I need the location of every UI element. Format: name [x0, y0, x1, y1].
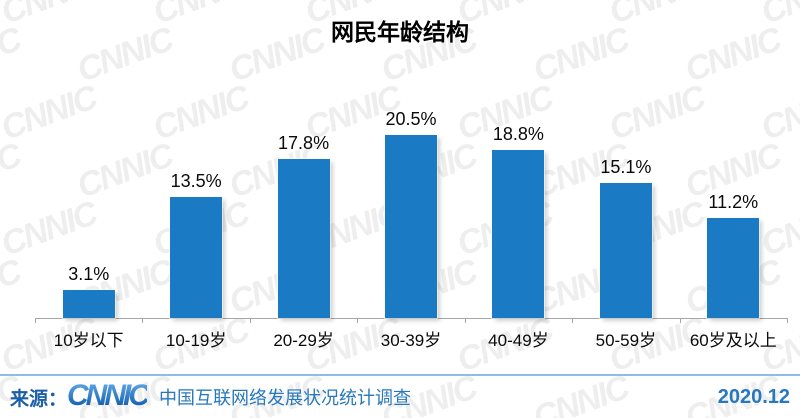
- bar-value-label: 17.8%: [278, 133, 330, 153]
- source-label: 来源：: [10, 388, 68, 410]
- x-axis-tick: [249, 318, 251, 323]
- x-axis-tick: [464, 318, 466, 323]
- x-axis-tick: [142, 318, 144, 323]
- x-axis-tick: [679, 318, 681, 323]
- bar-slot: 20.5%: [357, 0, 464, 318]
- category-label: 40-49岁: [488, 331, 549, 350]
- bar-value-label: 15.1%: [600, 157, 652, 177]
- x-axis-tick: [357, 318, 359, 323]
- x-axis-tick: [572, 318, 574, 323]
- x-axis-tick: [787, 318, 788, 323]
- x-axis-tick: [35, 318, 36, 323]
- category-label: 20-29岁: [273, 331, 334, 350]
- bar-slot: 17.8%: [250, 0, 357, 318]
- survey-name: 中国互联网络发展状况统计调查: [159, 388, 412, 408]
- bar-value-label: 18.8%: [492, 124, 544, 144]
- category-label: 50-59岁: [595, 331, 657, 350]
- bar: [492, 150, 545, 318]
- footer-date: 2020.12: [717, 385, 790, 408]
- bar-slot: 15.1%: [572, 0, 679, 318]
- category-label: 30-39岁: [380, 331, 442, 350]
- category-label: 10岁以下: [53, 331, 124, 350]
- chart-title: 网民年龄结构: [331, 19, 469, 45]
- footer: 来源： CNNIC 中国互联网络发展状况统计调查 2020.12: [0, 374, 800, 418]
- bar-value-label: 20.5%: [385, 109, 437, 129]
- category-label: 60岁及以上: [689, 331, 777, 350]
- bar: [599, 183, 652, 318]
- bar-slot: 13.5%: [142, 0, 249, 318]
- bar-slot: 11.2%: [680, 0, 787, 318]
- bar-slot: 18.8%: [465, 0, 572, 318]
- bar-value-label: 3.1%: [68, 264, 110, 284]
- bar: [277, 159, 330, 318]
- bar-value-label: 13.5%: [170, 171, 222, 191]
- bar: [170, 197, 223, 318]
- bar-slot: 3.1%: [35, 0, 142, 318]
- cnnic-logo: CNNIC: [67, 379, 150, 412]
- category-label: 10-19岁: [165, 331, 227, 350]
- x-axis-line: [35, 318, 787, 319]
- bar: [62, 290, 115, 318]
- bar: [384, 135, 437, 318]
- bar: [707, 218, 760, 318]
- bar-value-label: 11.2%: [708, 192, 759, 212]
